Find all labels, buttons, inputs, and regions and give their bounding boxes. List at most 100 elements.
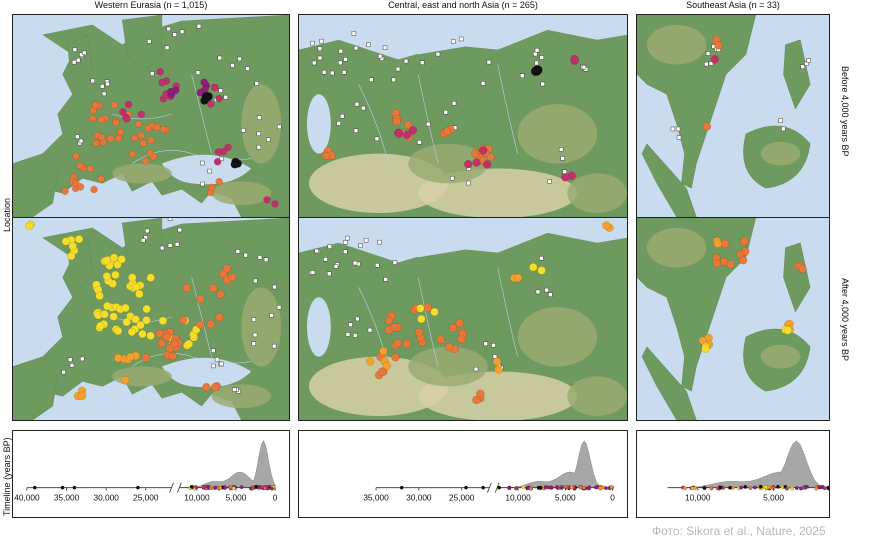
- sample-dot-orange: [402, 339, 411, 348]
- reference-sample-marker: [369, 77, 374, 82]
- sample-dot-magenta: [464, 160, 473, 169]
- reference-sample-marker: [254, 81, 259, 86]
- reference-sample-marker: [78, 138, 84, 144]
- reference-sample-marker: [443, 110, 449, 115]
- sample-dot-amber: [382, 361, 391, 370]
- timeline-sample-dot: [507, 486, 512, 491]
- sample-dot-orange: [720, 239, 730, 249]
- sample-dot-black: [532, 65, 542, 75]
- sample-dot-amber: [494, 365, 503, 374]
- sample-dot-magenta: [472, 158, 481, 167]
- borneo-highland: [760, 141, 801, 166]
- timeline-sample-dot: [758, 484, 763, 489]
- sample-dot-purple: [200, 78, 208, 86]
- sample-dot-orange: [135, 120, 143, 128]
- sample-dot-yellow: [701, 344, 710, 353]
- reference-sample-marker: [235, 249, 241, 254]
- reference-sample-marker: [392, 260, 398, 265]
- reference-sample-marker: [149, 71, 155, 76]
- reference-sample-marker: [240, 128, 246, 133]
- sample-dot-yellow: [102, 256, 111, 265]
- sample-dot-yellow: [109, 312, 118, 321]
- timeline-sample-dot: [743, 485, 748, 489]
- sample-dot-orange: [153, 123, 161, 132]
- east-highland: [517, 307, 598, 367]
- reference-sample-marker: [374, 136, 380, 142]
- black-sea: [161, 357, 252, 388]
- sample-dot-amber: [366, 357, 375, 366]
- sample-dot-amber: [77, 391, 87, 400]
- sample-dot-orange: [423, 303, 432, 312]
- reference-sample-marker: [251, 317, 257, 322]
- timeline-tick-label: 25,000: [449, 492, 475, 502]
- reference-sample-marker: [367, 327, 373, 333]
- sample-dot-magenta: [158, 79, 166, 87]
- reference-sample-marker: [341, 70, 347, 75]
- reference-sample-marker: [395, 66, 401, 72]
- sample-dot-yellow: [529, 263, 538, 272]
- reference-sample-marker: [547, 179, 552, 184]
- sample-dot-orange: [141, 157, 150, 165]
- map-central-after-svg: [299, 218, 627, 420]
- sample-dot-yellow: [111, 270, 120, 280]
- sample-dot-orange: [162, 332, 171, 342]
- sample-dot-magenta: [710, 55, 719, 64]
- sample-dot-orange: [384, 316, 394, 325]
- sample-dot-magenta: [215, 94, 223, 103]
- sample-dot-yellow: [184, 339, 193, 349]
- northern-highland: [646, 24, 707, 65]
- sample-dot-yellow: [100, 310, 109, 319]
- sample-dot-yellow: [146, 273, 155, 282]
- reference-sample-marker: [100, 84, 105, 89]
- manchuria-highland: [567, 376, 627, 417]
- reference-sample-marker: [366, 42, 371, 48]
- sample-dot-magenta: [211, 84, 219, 92]
- reference-sample-marker: [333, 264, 339, 269]
- reference-sample-marker: [218, 88, 223, 93]
- timeline-sample-dot: [728, 485, 732, 490]
- sample-dot-yellow: [142, 304, 151, 314]
- map-southeast-after-svg: [637, 218, 829, 420]
- manchuria-highland: [567, 173, 627, 214]
- reference-sample-marker: [327, 271, 332, 276]
- reference-sample-marker: [425, 121, 431, 127]
- timeline-sample-dot: [250, 486, 254, 491]
- timeline-tick-label: 35,000: [363, 492, 389, 502]
- reference-sample-marker: [80, 356, 85, 362]
- sample-dot-orange: [726, 260, 735, 269]
- reference-sample-marker: [90, 78, 95, 84]
- reference-sample-marker: [340, 113, 345, 119]
- reference-sample-marker: [243, 252, 248, 258]
- sample-dot-yellow: [102, 272, 111, 281]
- sample-dot-orange: [741, 247, 750, 256]
- timeline-sample-dot: [587, 486, 591, 491]
- sample-dot-orange: [476, 389, 485, 398]
- sample-dot-orange: [321, 151, 330, 161]
- timeline-sample-dot: [201, 485, 206, 489]
- sample-dot-orange: [157, 339, 166, 348]
- river-line: [497, 267, 518, 357]
- reference-sample-marker: [353, 128, 359, 133]
- sample-dot-yellow: [416, 304, 425, 313]
- river-line: [191, 277, 212, 357]
- sample-dot-amber: [492, 357, 502, 366]
- reference-sample-marker: [269, 313, 274, 318]
- density-area: [181, 440, 276, 488]
- reference-sample-marker: [323, 257, 328, 262]
- reference-sample-marker: [450, 175, 455, 181]
- sample-dot-magenta: [271, 200, 279, 208]
- scandinavia-landmass: [121, 15, 163, 75]
- map-western-after-svg: [13, 218, 289, 420]
- col-title-western: Western Eurasia (n = 1,015): [94, 0, 208, 10]
- reference-sample-marker: [196, 23, 202, 29]
- reference-sample-marker: [177, 227, 183, 233]
- reference-sample-marker: [466, 180, 471, 186]
- reference-sample-marker: [375, 263, 380, 268]
- sample-dot-orange: [92, 139, 100, 147]
- timeline-early-sample-dot: [72, 485, 77, 490]
- reference-sample-marker: [560, 156, 565, 161]
- sample-dot-orange: [110, 101, 119, 109]
- scandinavia-landmass: [121, 218, 163, 278]
- sample-dot-orange: [457, 335, 466, 344]
- sample-dot-yellow: [158, 316, 168, 325]
